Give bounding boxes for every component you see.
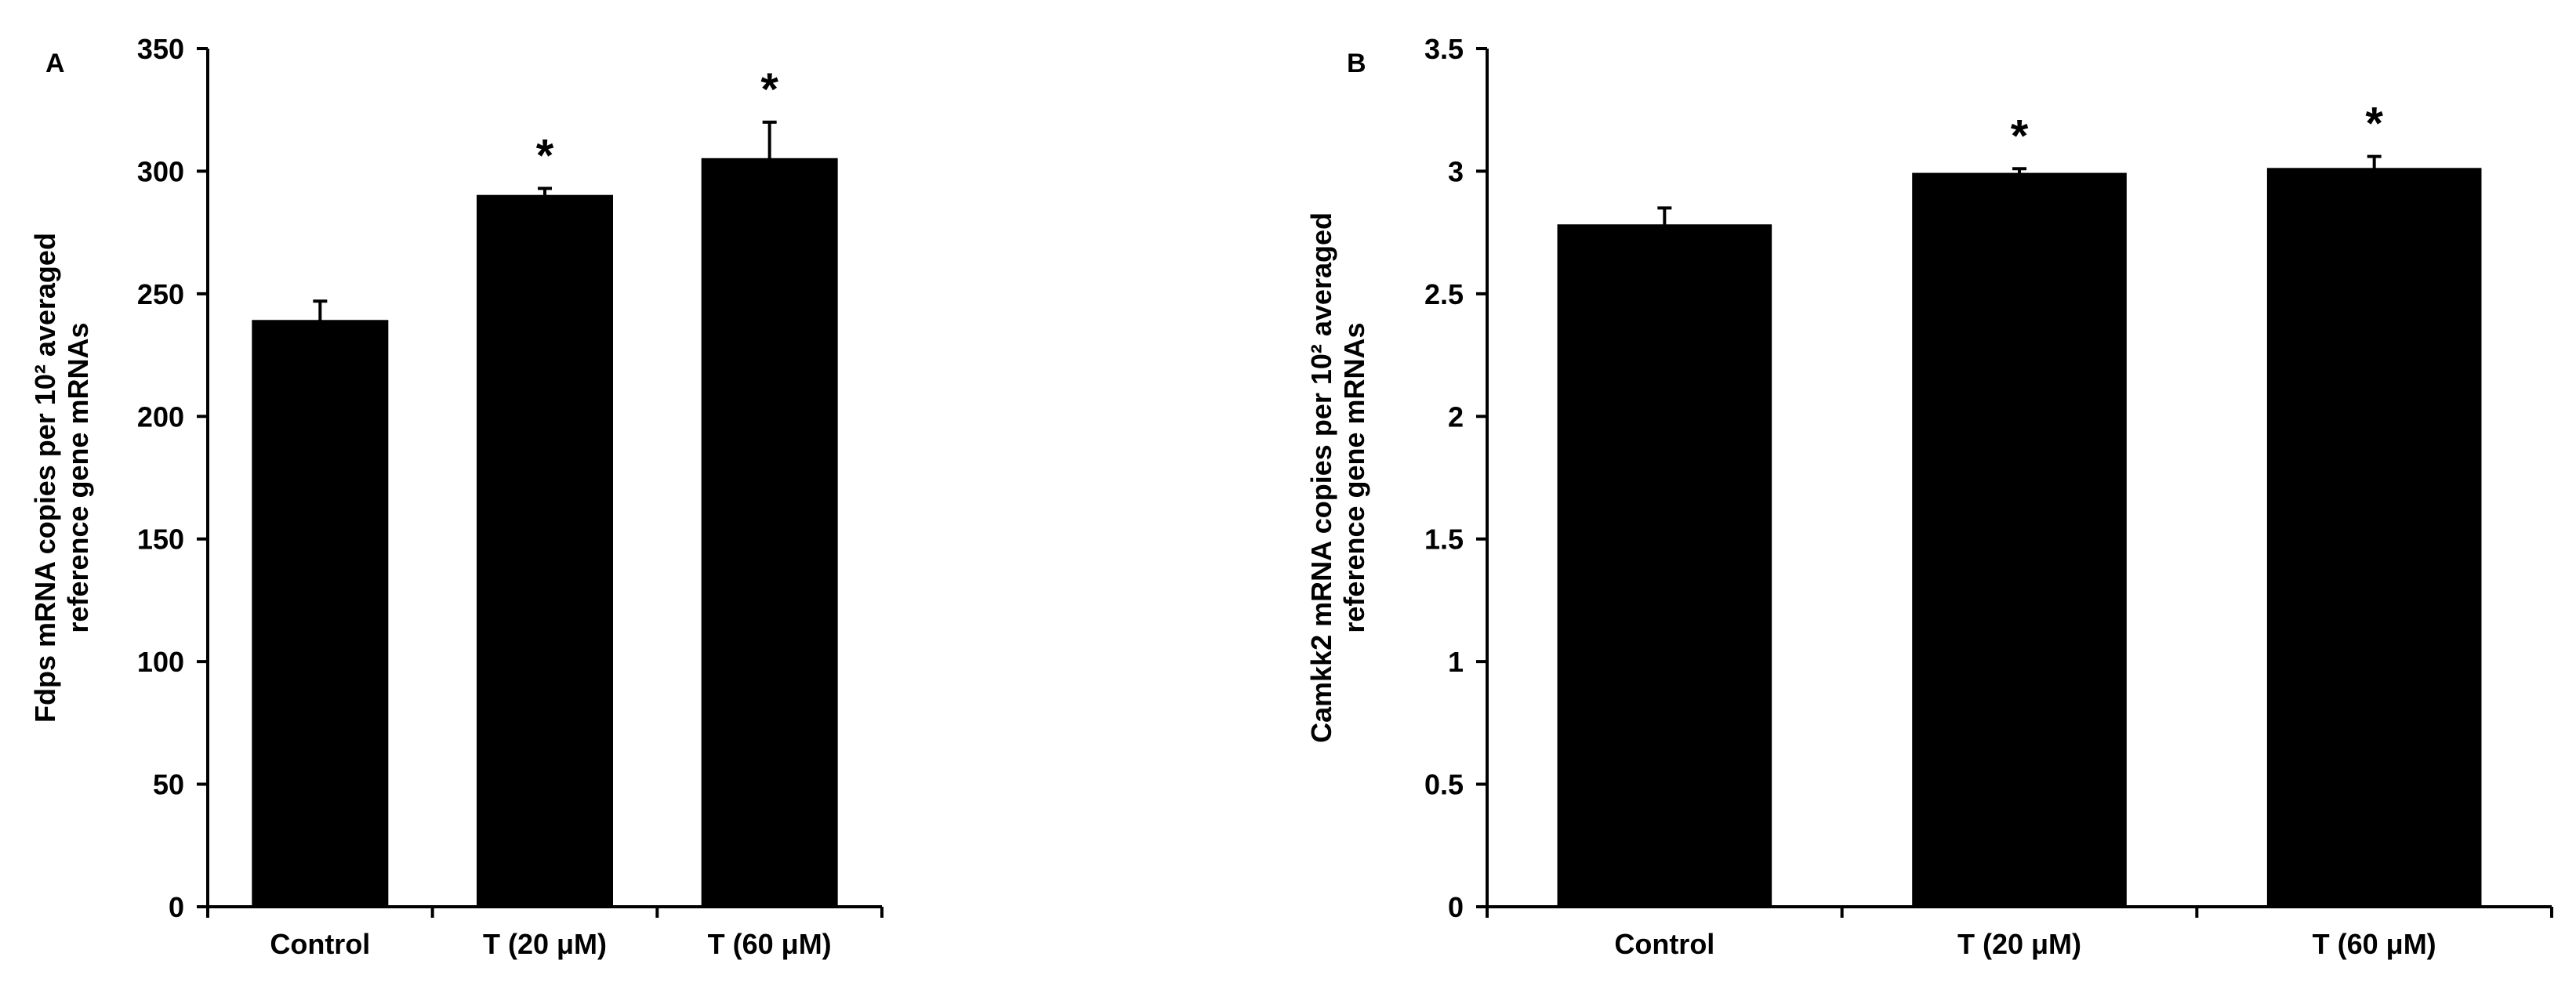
y-tick-label: 300: [137, 155, 184, 187]
y-tick-label: 3: [1448, 155, 1464, 187]
y-tick-label: 0: [1448, 891, 1464, 923]
significance-marker: *: [760, 64, 778, 115]
y-tick-label: 350: [137, 33, 184, 65]
bar: [2266, 168, 2482, 908]
y-tick-label: 50: [153, 769, 184, 801]
y-tick-label: 1.5: [1424, 524, 1464, 556]
y-tick-label: 2: [1448, 400, 1464, 433]
x-category-label: Control: [270, 928, 370, 960]
bar: [1557, 224, 1772, 908]
panel-label: B: [1347, 49, 1366, 78]
bar: [701, 158, 838, 908]
x-category-label: T (60 μM): [708, 928, 832, 960]
significance-marker: *: [536, 130, 554, 181]
y-tick-label: 3.5: [1424, 33, 1464, 65]
y-tick-label: 1: [1448, 646, 1464, 678]
significance-marker: *: [2011, 111, 2029, 161]
panel-label: A: [45, 49, 65, 78]
x-category-label: Control: [1614, 928, 1714, 960]
x-category-label: T (60 μM): [2313, 928, 2436, 960]
x-category-label: T (20 μM): [483, 928, 607, 960]
y-axis-label-line2: reference gene mRNAs: [62, 322, 94, 632]
y-tick-label: 0: [169, 891, 184, 923]
y-tick-label: 0.5: [1424, 769, 1464, 801]
y-axis-label-line2: reference gene mRNAs: [1338, 322, 1370, 632]
y-tick-label: 200: [137, 400, 184, 433]
y-axis-label-line1: Camkk2 mRNA copies per 10² averaged: [1305, 212, 1337, 743]
y-tick-label: 100: [137, 646, 184, 678]
y-tick-label: 150: [137, 524, 184, 556]
bar: [477, 194, 613, 908]
significance-marker: *: [2365, 99, 2383, 150]
y-axis-label-line1: Fdps mRNA copies per 10² averaged: [29, 233, 61, 723]
y-tick-label: 2.5: [1424, 278, 1464, 310]
bar: [1912, 172, 2127, 908]
y-tick-label: 250: [137, 278, 184, 310]
x-category-label: T (20 μM): [1957, 928, 2081, 960]
bar: [252, 320, 389, 908]
